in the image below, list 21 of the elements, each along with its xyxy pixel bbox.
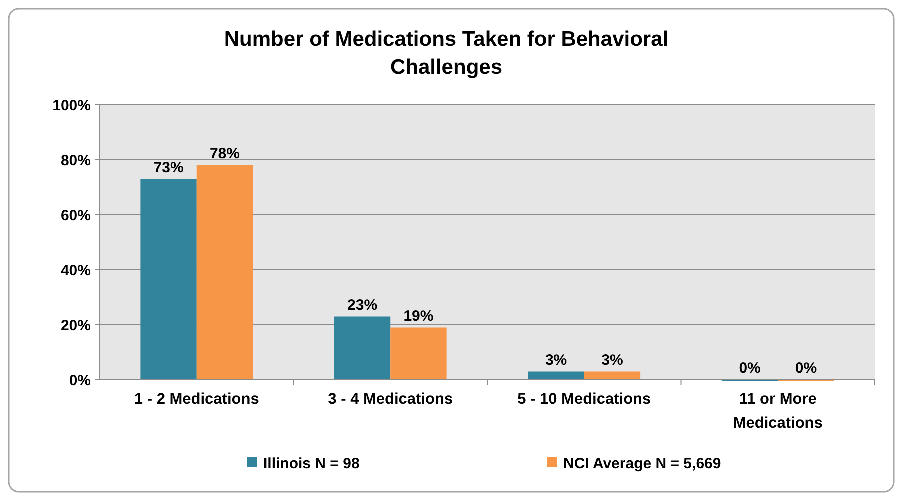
x-tick-label: 1 - 2 Medications — [134, 391, 260, 408]
x-tick-label: 3 - 4 Medications — [328, 391, 454, 408]
data-label: 3% — [602, 352, 624, 369]
data-label: 3% — [545, 352, 568, 369]
x-tick-label: 11 or More Medications — [733, 391, 823, 432]
legend-label: Illinois N = 98 — [264, 455, 360, 472]
legend-label: NCI Average N = 5,669 — [564, 455, 722, 472]
data-label: 19% — [404, 308, 434, 325]
y-tick-label: 0% — [69, 372, 91, 390]
data-label: 78% — [210, 146, 240, 162]
y-tick-label: 80% — [60, 152, 91, 170]
y-tick-label: 100% — [52, 97, 91, 114]
y-tick-label: 40% — [60, 262, 91, 280]
data-label: 23% — [348, 296, 378, 314]
data-label: 73% — [154, 159, 184, 176]
x-tick-label: 5 - 10 Medications — [518, 391, 652, 408]
data-label: 0% — [739, 360, 761, 377]
chart-title: Number of Medications Taken for Behavioral Challenges — [224, 28, 669, 79]
y-tick-label: 60% — [60, 207, 91, 224]
data-label: 0% — [795, 360, 818, 377]
y-tick-label: 20% — [60, 317, 91, 334]
